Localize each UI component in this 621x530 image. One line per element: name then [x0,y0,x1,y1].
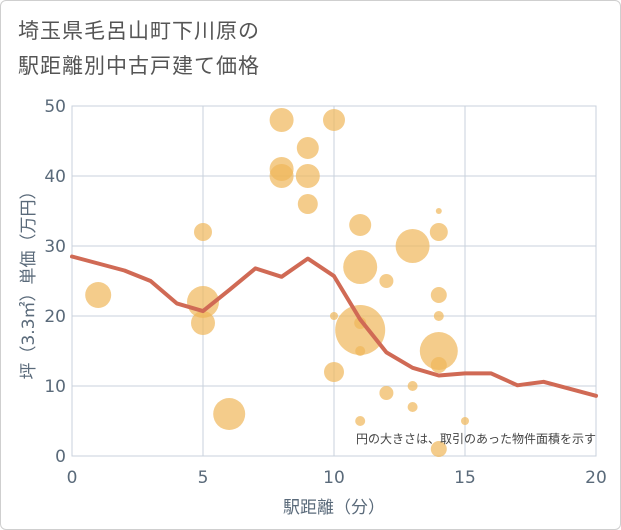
x-tick-label: 15 [454,468,476,488]
x-tick-label: 5 [198,468,209,488]
y-tick-label: 20 [44,307,66,327]
scatter-point [295,164,320,188]
y-tick-label: 10 [44,377,66,397]
scatter-point [349,214,372,236]
y-axis-label: 坪（3.3㎡）単価（万円） [19,182,39,379]
y-tick-label: 40 [44,167,66,187]
scatter-point [335,305,386,355]
average-line-group [70,254,598,398]
scatter-point [269,164,294,188]
scatter-point [429,223,448,241]
scatter-bubbles [85,108,469,457]
scatter-point [407,402,418,412]
scatter-point [435,208,442,214]
scatter-point [407,381,418,391]
scatter-point [461,417,469,425]
scatter-point [330,312,338,320]
x-tick-label: 10 [323,468,345,488]
scatter-point [343,250,378,284]
chart-title-line-1: 埼玉県毛呂山町下川原の [18,19,260,43]
scatter-point [355,346,366,356]
scatter-point [323,109,345,131]
x-axis-label: 駅距離（分） [283,498,385,518]
scatter-point [191,311,215,335]
y-tick-labels: 0 10 20 30 40 50 [44,97,66,467]
scatter-point [296,137,319,159]
scatter-point [213,398,246,430]
y-tick-label: 30 [44,237,66,257]
scatter-point [269,108,294,132]
scatter-point [395,229,430,263]
scatter-point [430,357,447,373]
chart-title: 埼玉県毛呂山町下川原の 駅距離別中古戸建て価格 [18,14,260,84]
x-tick-label: 20 [585,468,607,488]
scatter-point [297,194,318,214]
size-annotation: 円の大きさは、取引のあった物件面積を示す [356,431,596,446]
scatter-point [85,282,112,308]
x-tick-label: 0 [67,468,78,488]
scatter-point [379,274,394,288]
x-tick-labels: 0 5 10 15 20 [67,468,607,488]
scatter-point [419,332,458,370]
scatter-point [430,441,447,457]
y-tick-label: 0 [55,447,66,467]
scatter-point [379,386,394,400]
scatter-point [194,223,212,241]
scatter-point [430,287,447,303]
chart-title-line-2: 駅距離別中古戸建て価格 [18,54,260,78]
y-tick-label: 50 [44,97,66,117]
scatter-point [355,416,366,426]
scatter-point [324,362,344,382]
scatter-point [433,311,444,321]
average-price-line [70,254,598,398]
